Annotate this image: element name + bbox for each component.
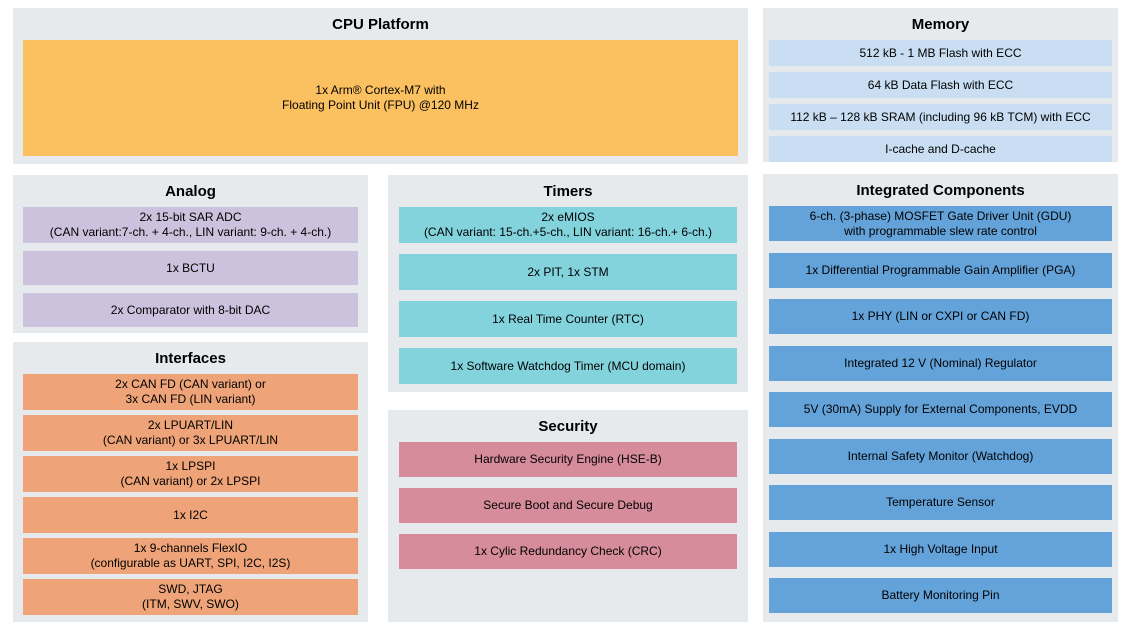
timers-body: 2x eMIOS (CAN variant: 15-ch.+5-ch., LIN…	[388, 207, 748, 392]
analog-comparator-block: 2x Comparator with 8-bit DAC	[23, 293, 358, 327]
integrated-regulator-block: Integrated 12 V (Nominal) Regulator	[769, 345, 1112, 381]
integrated-gdu-block: 6-ch. (3-phase) MOSFET Gate Driver Unit …	[769, 206, 1112, 241]
analog-title: Analog	[165, 183, 216, 200]
security-title: Security	[538, 418, 598, 435]
section-security: Security Hardware Security Engine (HSE-B…	[388, 410, 748, 622]
interfaces-flexio-block: 1x 9-channels FlexIO (configurable as UA…	[23, 538, 358, 574]
integrated-battery-pin-block: Battery Monitoring Pin	[769, 578, 1112, 613]
section-interfaces: Interfaces 2x CAN FD (CAN variant) or 3x…	[13, 342, 368, 622]
integrated-temp-sensor-block: Temperature Sensor	[769, 485, 1112, 520]
integrated-components-body: 6-ch. (3-phase) MOSFET Gate Driver Unit …	[763, 206, 1118, 622]
integrated-pga-block: 1x Differential Programmable Gain Amplif…	[769, 252, 1112, 288]
integrated-safety-monitor-block: Internal Safety Monitor (Watchdog)	[769, 438, 1112, 474]
security-secure-boot-block: Secure Boot and Secure Debug	[399, 488, 737, 523]
interfaces-lpuart-block: 2x LPUART/LIN (CAN variant) or 3x LPUART…	[23, 415, 358, 451]
integrated-high-voltage-block: 1x High Voltage Input	[769, 531, 1112, 567]
analog-body: 2x 15-bit SAR ADC (CAN variant:7-ch. + 4…	[13, 207, 368, 334]
integrated-5v-supply-block: 5V (30mA) Supply for External Components…	[769, 392, 1112, 427]
section-timers: Timers 2x eMIOS (CAN variant: 15-ch.+5-c…	[388, 175, 748, 392]
timers-emios-block: 2x eMIOS (CAN variant: 15-ch.+5-ch., LIN…	[399, 207, 737, 243]
section-cpu-platform: CPU Platform 1x Arm® Cortex-M7 with Floa…	[13, 8, 748, 164]
cpu-core-block: 1x Arm® Cortex-M7 with Floating Point Un…	[23, 40, 738, 156]
security-body: Hardware Security Engine (HSE-B) Secure …	[388, 442, 748, 622]
memory-body: 512 kB - 1 MB Flash with ECC 64 kB Data …	[763, 40, 1118, 169]
security-crc-block: 1x Cylic Redundancy Check (CRC)	[399, 534, 737, 569]
interfaces-lpspi-block: 1x LPSPI (CAN variant) or 2x LPSPI	[23, 456, 358, 492]
cpu-platform-body: 1x Arm® Cortex-M7 with Floating Point Un…	[13, 40, 748, 164]
interfaces-body: 2x CAN FD (CAN variant) or 3x CAN FD (LI…	[13, 374, 368, 622]
integrated-components-title: Integrated Components	[856, 182, 1025, 199]
security-hse-block: Hardware Security Engine (HSE-B)	[399, 442, 737, 477]
analog-bctu-block: 1x BCTU	[23, 251, 358, 285]
interfaces-swd-jtag-block: SWD, JTAG (ITM, SWV, SWO)	[23, 579, 358, 615]
interfaces-i2c-block: 1x I2C	[23, 497, 358, 533]
interfaces-canfd-block: 2x CAN FD (CAN variant) or 3x CAN FD (LI…	[23, 374, 358, 410]
timers-title: Timers	[543, 183, 593, 200]
section-analog: Analog 2x 15-bit SAR ADC (CAN variant:7-…	[13, 175, 368, 333]
timers-watchdog-block: 1x Software Watchdog Timer (MCU domain)	[399, 348, 737, 384]
memory-data-flash-block: 64 kB Data Flash with ECC	[769, 72, 1112, 98]
cpu-platform-title: CPU Platform	[332, 16, 429, 33]
memory-title: Memory	[911, 16, 970, 33]
section-memory: Memory 512 kB - 1 MB Flash with ECC 64 k…	[763, 8, 1118, 162]
timers-pit-stm-block: 2x PIT, 1x STM	[399, 254, 737, 290]
timers-rtc-block: 1x Real Time Counter (RTC)	[399, 301, 737, 337]
memory-cache-block: I-cache and D-cache	[769, 136, 1112, 162]
integrated-phy-block: 1x PHY (LIN or CXPI or CAN FD)	[769, 299, 1112, 334]
interfaces-title: Interfaces	[155, 350, 226, 367]
memory-sram-block: 112 kB – 128 kB SRAM (including 96 kB TC…	[769, 104, 1112, 130]
analog-adc-block: 2x 15-bit SAR ADC (CAN variant:7-ch. + 4…	[23, 207, 358, 243]
section-integrated-components: Integrated Components 6-ch. (3-phase) MO…	[763, 174, 1118, 622]
memory-flash-block: 512 kB - 1 MB Flash with ECC	[769, 40, 1112, 66]
